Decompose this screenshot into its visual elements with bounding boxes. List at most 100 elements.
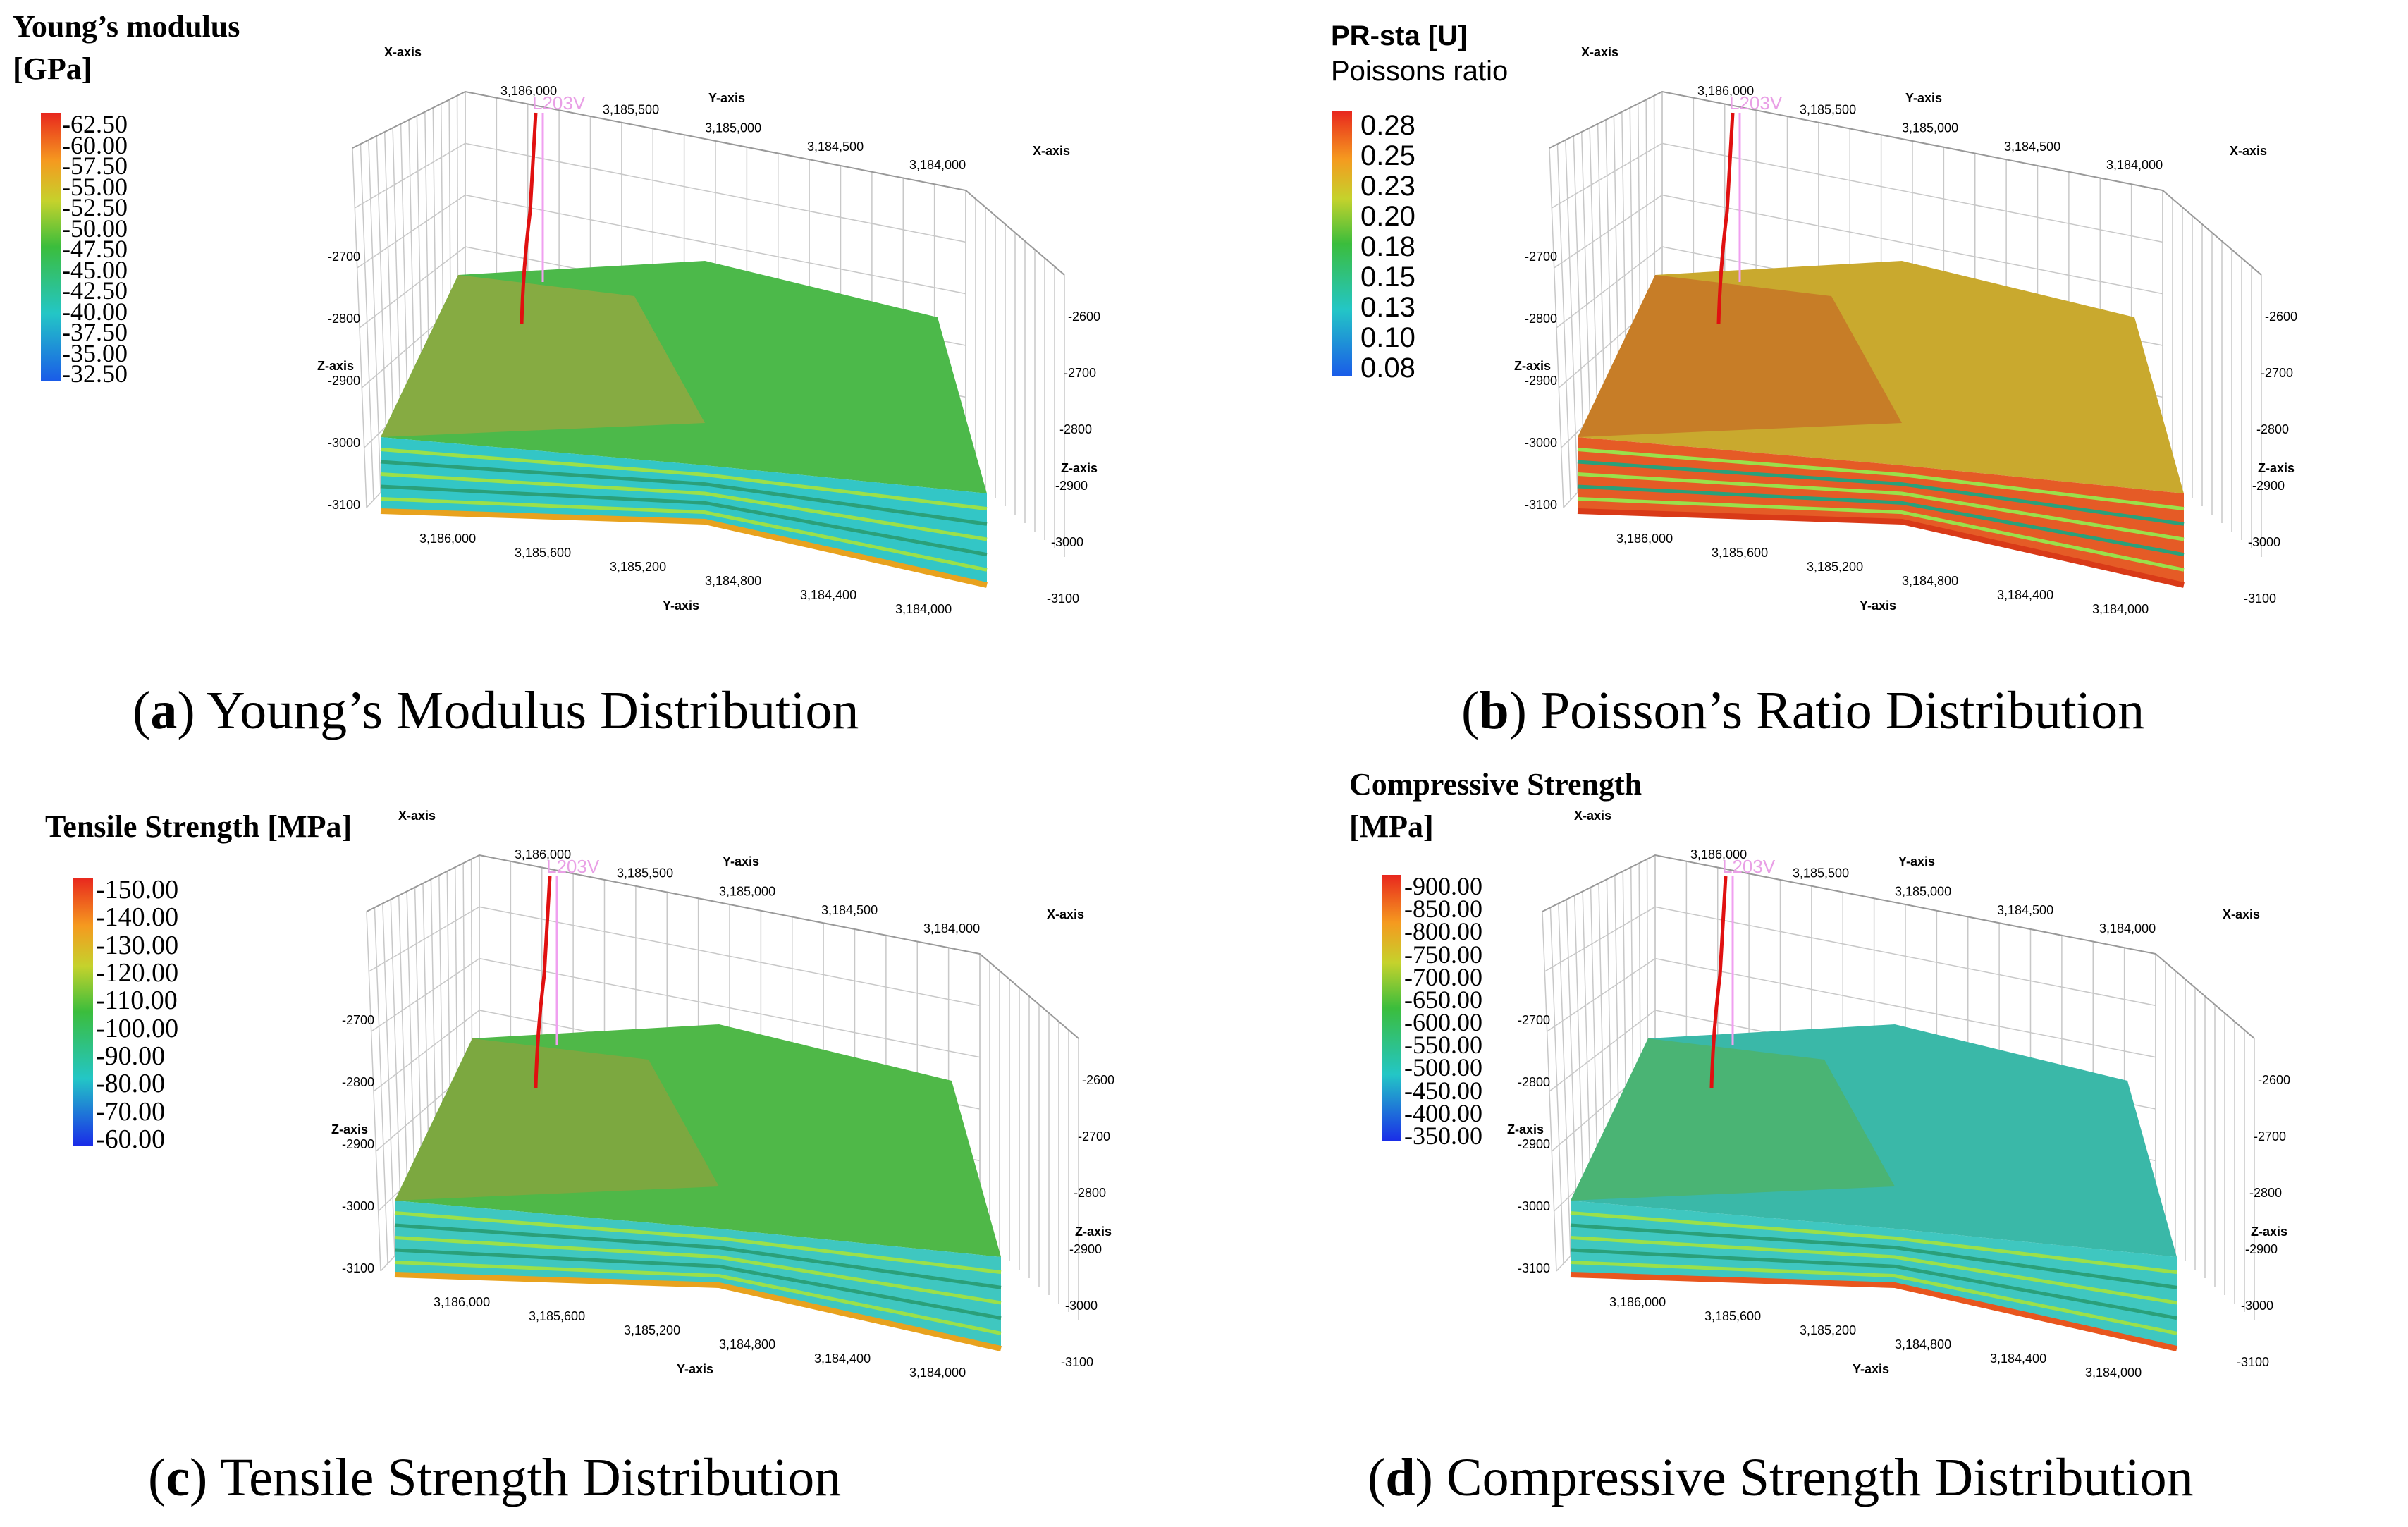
surface-patch <box>381 275 705 437</box>
grid-line <box>368 906 480 972</box>
bottom-axis-tick-label: 3,186,000 <box>1609 1295 1666 1309</box>
panel-a: Young’s modulus [GPa] -62.50 -60.00 -57.50… <box>0 0 1204 764</box>
left-z-tick-label: -2800 <box>1525 312 1557 326</box>
box-outline <box>352 90 1065 276</box>
strata-line <box>1577 472 2185 541</box>
grid-line <box>479 906 981 1007</box>
bottom-axis-tick-label: 3,184,400 <box>800 588 856 602</box>
top-axis-tick-label: 3,184,000 <box>2106 158 2163 172</box>
bottom-axis-tick-label: 3,185,200 <box>610 560 666 574</box>
color-scale-tick-label: -120.00 <box>96 958 179 988</box>
strata-line <box>1570 1248 2177 1320</box>
y-axis-name: Y-axis <box>723 854 759 869</box>
left-z-tick-label: -2900 <box>1525 374 1557 388</box>
bottom-axis-tick-label: 3,184,000 <box>2085 1366 2142 1380</box>
3d-property-model: L203V X-axis Y-axis X-axis Z-axis Z-axis Y-axi… <box>317 45 1100 616</box>
top-axis-tick-label: 3,184,500 <box>1997 903 2053 917</box>
color-scale-bar <box>41 113 61 381</box>
color-scale-tick-label: -45.00 <box>62 255 128 284</box>
right-z-tick-label: -3100 <box>2244 591 2276 606</box>
x-axis-name: X-axis <box>1581 45 1618 59</box>
well-trajectory <box>1709 876 1728 1088</box>
legend-title-line2: Poissons ratio <box>1331 56 1509 87</box>
color-scale-tick-label: -650.00 <box>1404 985 1482 1014</box>
bottom-axis-tick-label: 3,185,600 <box>1704 1309 1761 1323</box>
legend-title-line1: Young’s modulus <box>13 9 240 44</box>
y-axis-name: Y-axis <box>1905 91 1942 105</box>
bottom-axis-tick-label: 3,184,400 <box>1990 1351 2046 1366</box>
figure-caption: (a) Young’s Modulus Distribution <box>133 681 859 740</box>
color-scale-tick-label: -55.00 <box>62 172 128 201</box>
top-axis-tick-label: 3,185,000 <box>719 885 775 899</box>
left-z-tick-label: -2800 <box>328 312 360 326</box>
grid-line <box>1654 957 2156 1058</box>
bottom-axis-tick-label: 3,184,400 <box>814 1351 871 1366</box>
strata-line <box>1577 484 2185 557</box>
strata-line <box>1570 1261 2177 1335</box>
strata-line <box>380 484 988 557</box>
left-z-tick-label: -3100 <box>1518 1261 1550 1275</box>
color-scale-tick-label: -400.00 <box>1404 1098 1482 1127</box>
right-z-tick-label: -2600 <box>1082 1073 1114 1087</box>
color-scale-tick-label: -800.00 <box>1404 917 1482 946</box>
color-scale-tick-label: -600.00 <box>1404 1008 1482 1037</box>
color-scale-ticks: -150.00 -140.00 -130.00 -120.00 -110.00 -100.… <box>96 875 195 1154</box>
bottom-axis-tick-label: 3,184,800 <box>1895 1337 1951 1351</box>
top-axis-tick-label: 3,184,500 <box>2004 140 2060 154</box>
color-scale-tick-label: 0.13 <box>1360 292 1415 323</box>
color-scale-tick-label: -450.00 <box>1404 1076 1482 1105</box>
left-z-tick-label: -3000 <box>1518 1199 1550 1213</box>
color-scale-tick-label: 0.15 <box>1360 262 1415 293</box>
strata-line <box>380 448 988 511</box>
z-axis-name-right: Z-axis <box>2258 461 2295 475</box>
top-axis-tick-label: 3,185,500 <box>603 102 659 116</box>
x-axis-name: X-axis <box>398 809 436 823</box>
box-outline <box>366 854 1079 1039</box>
color-scale-tick-label: -150.00 <box>96 875 179 904</box>
z-axis-name-right: Z-axis <box>2251 1225 2287 1239</box>
color-scale-tick-label: -60.00 <box>96 1124 166 1154</box>
top-axis-tick-label: 3,185,500 <box>1793 866 1849 880</box>
strata-base <box>1577 508 2185 588</box>
top-axis-tick-label: 3,186,000 <box>1697 84 1754 98</box>
surface-patch <box>395 1038 719 1201</box>
right-z-tick-label: -2700 <box>1078 1129 1110 1143</box>
bottom-axis-tick-label: 3,186,000 <box>419 532 476 546</box>
right-z-tick-label: -2900 <box>2245 1242 2278 1256</box>
strata-base <box>1570 1272 2177 1351</box>
top-axis-tick-label: 3,186,000 <box>1690 847 1747 861</box>
caption-letter: b <box>1479 681 1509 740</box>
grid-line <box>1547 958 1656 1032</box>
color-scale-tick-label: -47.50 <box>62 235 128 263</box>
strata-base <box>394 1272 1002 1351</box>
strata-line <box>1577 497 2185 572</box>
y-axis-name-bottom: Y-axis <box>1853 1362 1889 1376</box>
color-scale-tick-label: -500.00 <box>1404 1053 1482 1082</box>
left-z-tick-label: -2700 <box>1525 250 1557 264</box>
bottom-axis-tick-label: 3,184,000 <box>909 1366 966 1380</box>
right-z-tick-label: -2900 <box>1069 1242 1102 1256</box>
color-scale-bar <box>1382 875 1401 1141</box>
bottom-axis-tick-label: 3,185,200 <box>1800 1323 1856 1337</box>
bottom-axis-tick-label: 3,184,800 <box>1902 574 1958 588</box>
color-scale-ticks: 0.28 0.25 0.23 0.20 0.18 0.15 0.13 0.10 0.08 <box>1360 111 1445 382</box>
top-axis-tick-label: 3,184,500 <box>807 140 864 154</box>
top-axis-tick-label: 3,185,000 <box>1895 885 1951 899</box>
box-outline <box>1542 854 2255 1039</box>
right-z-tick-label: -3100 <box>1061 1355 1093 1369</box>
right-z-tick-label: -2700 <box>2254 1129 2286 1143</box>
top-axis-tick-label: 3,186,000 <box>515 847 571 861</box>
z-axis-name-left: Z-axis <box>331 1122 368 1136</box>
color-scale-tick-label: -60.00 <box>62 130 128 159</box>
color-scale-tick-label: -35.00 <box>62 338 128 367</box>
bottom-axis-tick-label: 3,185,600 <box>1712 546 1768 560</box>
top-axis-tick-label: 3,184,500 <box>821 903 878 917</box>
figure-caption: (c) Tensile Strength Distribution <box>148 1448 842 1507</box>
grid-line <box>359 246 466 329</box>
legend-title-line1: Compressive Strength <box>1349 767 1642 802</box>
bottom-axis-tick-label: 3,186,000 <box>1616 532 1673 546</box>
caption-text: Compressive Strength Distribution <box>1446 1448 2194 1507</box>
color-scale-tick-label: -700.00 <box>1404 962 1482 991</box>
caption-text: Tensile Strength Distribution <box>219 1448 842 1507</box>
x-axis-name: X-axis <box>384 45 422 59</box>
